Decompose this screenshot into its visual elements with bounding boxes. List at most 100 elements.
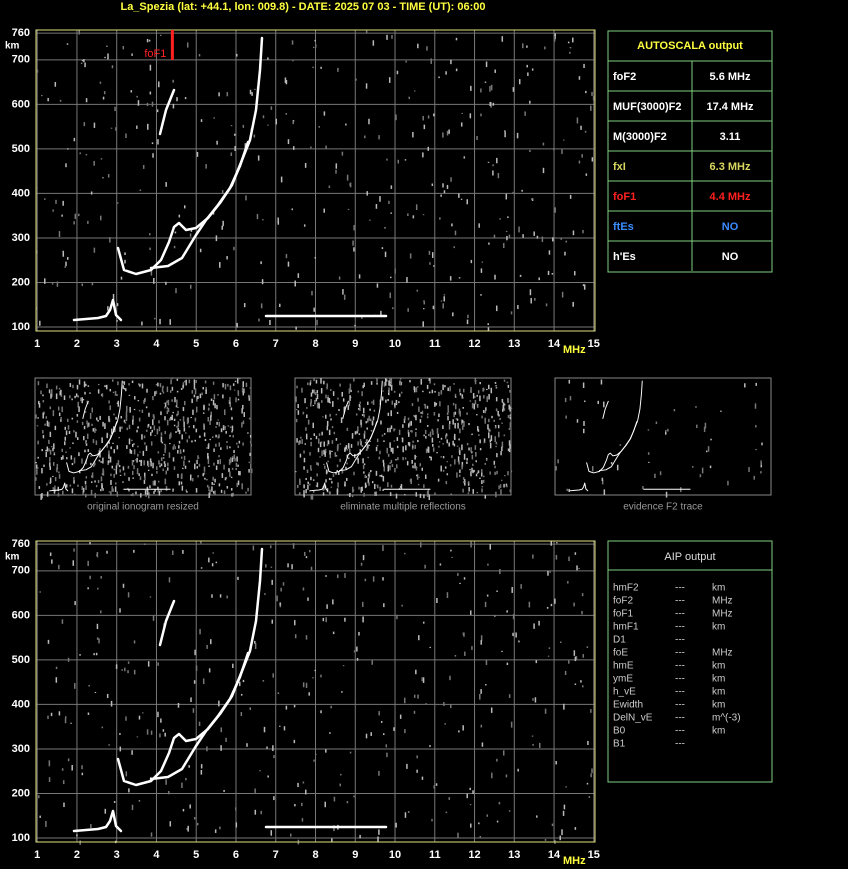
noise (161, 387, 164, 392)
noise (222, 424, 225, 431)
noise (81, 486, 84, 491)
noise (485, 659, 488, 666)
noise (81, 458, 83, 464)
noise (213, 483, 215, 486)
noise (489, 544, 491, 550)
noise (461, 444, 463, 451)
noise (102, 468, 104, 474)
noise (467, 492, 470, 494)
noise (241, 483, 243, 490)
noise (181, 434, 183, 440)
noise (709, 465, 712, 469)
noise (592, 96, 595, 101)
noise (337, 67, 339, 72)
noise (496, 470, 498, 475)
noise (502, 402, 505, 408)
noise (529, 100, 531, 104)
noise (521, 189, 523, 192)
noise (314, 391, 317, 396)
noise (760, 462, 763, 468)
noise (454, 230, 457, 236)
x-tick-label: 3 (114, 849, 120, 861)
noise (450, 59, 452, 65)
noise (493, 234, 496, 238)
noise (168, 452, 171, 458)
noise (457, 456, 460, 463)
noise (301, 439, 303, 444)
noise (395, 459, 397, 461)
noise (557, 459, 559, 464)
x-tick-label: 4 (153, 849, 160, 861)
param-value: NO (722, 221, 739, 233)
noise (49, 481, 52, 484)
noise (123, 419, 126, 423)
noise (583, 421, 585, 426)
noise (324, 465, 326, 469)
noise (144, 397, 146, 400)
noise (160, 489, 162, 493)
noise (108, 441, 110, 444)
noise (79, 654, 81, 656)
noise (139, 451, 141, 453)
noise (439, 563, 442, 566)
noise (207, 407, 210, 411)
noise (377, 484, 379, 489)
noise (70, 722, 72, 724)
noise (512, 191, 514, 193)
noise (467, 314, 469, 319)
noise (404, 697, 406, 704)
noise (61, 406, 63, 413)
noise (370, 732, 372, 736)
x-tick-label: 14 (548, 338, 561, 350)
noise (226, 441, 228, 443)
noise (112, 293, 115, 300)
noise (249, 707, 252, 711)
aip-unit: km (712, 661, 725, 672)
noise (357, 426, 359, 432)
noise (325, 414, 327, 419)
noise (98, 638, 100, 644)
noise (158, 420, 160, 424)
noise (534, 298, 536, 301)
noise (307, 597, 309, 601)
noise (493, 460, 496, 465)
noise (647, 452, 650, 455)
aip-name: hmE (613, 661, 634, 672)
noise (365, 449, 368, 452)
noise (311, 290, 313, 296)
noise (244, 143, 247, 149)
noise (292, 146, 295, 150)
noise (389, 381, 391, 384)
noise (358, 631, 360, 636)
noise (213, 394, 216, 400)
noise (267, 775, 269, 778)
noise (190, 284, 192, 289)
noise (131, 439, 133, 442)
noise (240, 712, 243, 717)
noise (603, 401, 605, 408)
noise (158, 426, 161, 432)
noise (48, 421, 50, 427)
noise (355, 413, 358, 416)
noise (508, 440, 511, 446)
noise (140, 493, 142, 498)
noise (238, 470, 240, 476)
noise (753, 475, 756, 480)
noise (302, 682, 305, 688)
noise (455, 68, 458, 72)
noise (565, 786, 567, 788)
noise (46, 491, 49, 497)
noise (424, 404, 427, 409)
noise (418, 635, 420, 641)
noise (323, 484, 325, 491)
noise (163, 443, 166, 446)
noise (437, 478, 440, 482)
noise (324, 451, 326, 457)
noise (458, 474, 461, 477)
noise (454, 422, 456, 429)
noise (428, 433, 430, 436)
noise (154, 435, 157, 437)
noise (167, 462, 169, 467)
noise (760, 460, 762, 466)
noise (534, 697, 537, 703)
